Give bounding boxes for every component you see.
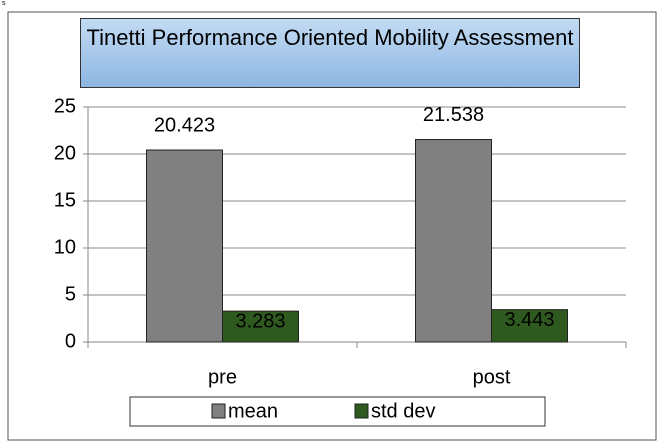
y-tick-label: 10 — [54, 236, 76, 258]
bar — [415, 139, 492, 343]
data-label: 3.443 — [504, 309, 554, 331]
bar — [146, 149, 223, 343]
y-tick-label: 5 — [65, 283, 76, 305]
x-tick-label: pre — [208, 366, 237, 388]
legend-label: mean — [228, 400, 278, 422]
y-tick-label: 20 — [54, 142, 76, 164]
legend-swatch — [211, 403, 226, 419]
y-tick-label: 0 — [65, 330, 76, 352]
chart-title: Tinetti Performance Oriented Mobility As… — [80, 18, 580, 88]
corner-text: s — [2, 0, 6, 7]
y-tick-label: 15 — [54, 189, 76, 211]
bar — [222, 310, 299, 343]
data-label: 3.283 — [235, 310, 285, 332]
y-tick-label: 25 — [54, 95, 76, 117]
legend-swatch — [354, 403, 369, 419]
bar — [491, 309, 568, 343]
x-tick-label: post — [473, 366, 511, 388]
data-label: 21.538 — [423, 104, 484, 126]
data-label: 20.423 — [154, 114, 215, 136]
legend-box — [129, 396, 546, 427]
legend-label: std dev — [371, 400, 435, 422]
